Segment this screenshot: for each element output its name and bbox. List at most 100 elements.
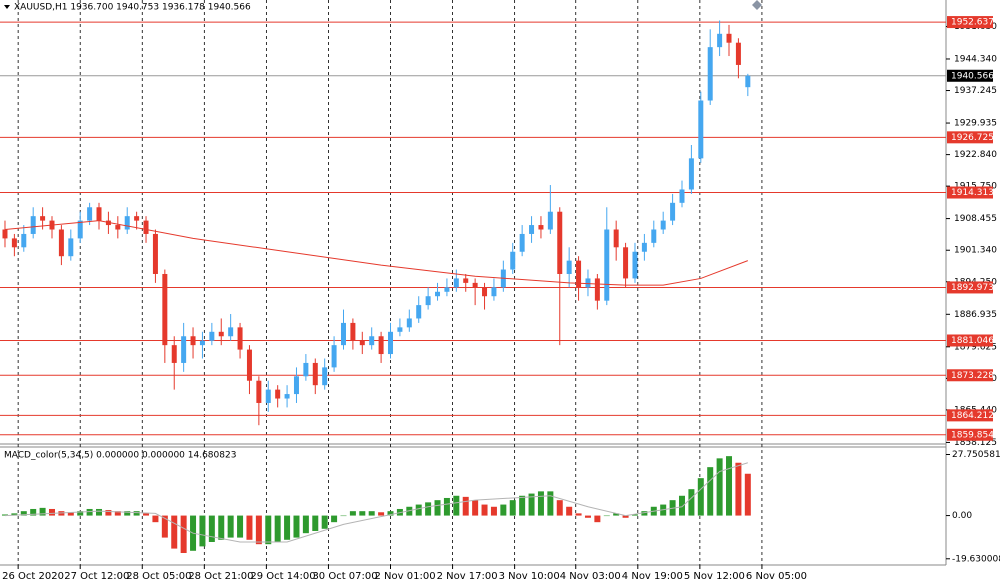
macd-bar xyxy=(697,478,704,516)
macd-bar xyxy=(443,497,450,516)
y-tick-label: 1908.455 xyxy=(954,214,997,224)
macd-bar xyxy=(208,515,215,542)
candle-body xyxy=(745,75,751,88)
level-label: 1873.228 xyxy=(951,371,994,381)
level-label: 1926.725 xyxy=(951,133,994,143)
candle-body xyxy=(237,327,243,350)
macd-bar xyxy=(594,515,601,523)
macd-bar xyxy=(622,515,629,518)
candle-body xyxy=(87,207,93,221)
candle-body xyxy=(322,367,328,386)
level-label-box xyxy=(947,16,993,29)
candle-body xyxy=(566,260,572,274)
x-tick-label: 6 Nov 05:00 xyxy=(746,571,807,582)
y-tick-label: 1879.625 xyxy=(954,342,997,352)
macd-bar xyxy=(180,515,187,553)
candle-body xyxy=(444,287,450,292)
macd-bar xyxy=(519,495,526,516)
y-tick-label: -19.630008 xyxy=(952,554,1000,564)
candle-body xyxy=(209,331,215,341)
level-label: 1881.046 xyxy=(951,336,994,346)
macd-bar xyxy=(584,515,591,518)
macd-bar xyxy=(453,495,460,516)
candle-body xyxy=(613,229,619,248)
macd-bar xyxy=(481,504,488,516)
last-price-label: 1940.566 xyxy=(951,71,994,81)
macd-bar xyxy=(735,462,742,516)
x-tick-label: 2 Nov 17:00 xyxy=(437,571,498,582)
y-tick-label: 0.00 xyxy=(952,511,972,521)
macd-bar xyxy=(227,515,234,538)
macd-bar xyxy=(237,515,244,538)
candle-body xyxy=(632,251,638,279)
candle-body xyxy=(698,100,704,159)
x-tick-label: 26 Oct 2020 xyxy=(2,571,64,582)
macd-bar xyxy=(509,500,516,516)
y-tick-label: 1858.125 xyxy=(954,438,997,448)
macd-bar xyxy=(255,515,262,545)
macd-bar xyxy=(331,515,338,523)
macd-bar xyxy=(161,515,168,538)
macd-bar xyxy=(359,511,366,516)
macd-bar xyxy=(96,508,103,516)
symbol-arrow xyxy=(4,5,10,9)
y-tick-label: 1901.340 xyxy=(954,246,997,256)
macd-bar xyxy=(349,511,356,516)
candle-body xyxy=(425,296,431,306)
candle-body xyxy=(388,331,394,355)
candle-body xyxy=(416,305,422,319)
candle-body xyxy=(472,282,478,288)
candle-body xyxy=(293,376,299,395)
macd-bar xyxy=(48,508,55,516)
candle-body xyxy=(58,229,64,257)
macd-bar xyxy=(1,514,8,516)
macd-title: MACD_color(5,34,5) 0.000000 0.000000 14.… xyxy=(4,451,236,461)
candle-body xyxy=(96,207,102,221)
macd-bar xyxy=(133,511,140,516)
x-tick-label: 4 Nov 19:00 xyxy=(622,571,683,582)
level-label-box xyxy=(947,281,993,294)
macd-bar xyxy=(30,508,37,516)
candle-body xyxy=(77,220,83,239)
macd-bar xyxy=(284,515,291,540)
y-tick-label: 1922.840 xyxy=(954,150,997,160)
level-label-box xyxy=(947,409,993,422)
macd-bar xyxy=(274,515,281,542)
x-tick-label: 28 Oct 21:00 xyxy=(188,571,253,582)
candle-body xyxy=(2,229,8,239)
candle-body xyxy=(453,278,459,288)
x-tick-label: 5 Nov 12:00 xyxy=(684,571,745,582)
candle-body xyxy=(717,33,723,48)
macd-bar xyxy=(537,491,544,516)
macd-bar xyxy=(641,511,648,516)
x-tick-label: 2 Nov 01:00 xyxy=(375,571,436,582)
candle-body xyxy=(641,242,647,252)
x-tick-label: 4 Nov 03:00 xyxy=(560,571,621,582)
main-title: XAUUSD,H1 1936.700 1940.753 1936.178 194… xyxy=(14,3,251,13)
macd-bar xyxy=(603,515,610,517)
candle-body xyxy=(162,273,168,346)
macd-bar xyxy=(114,511,121,516)
candle-body xyxy=(143,220,149,234)
y-tick-label: 1944.340 xyxy=(954,54,997,64)
macd-bar xyxy=(67,512,74,516)
candle-body xyxy=(246,349,252,381)
candle-body xyxy=(40,216,46,221)
candle-body xyxy=(68,238,74,257)
macd-bar xyxy=(434,500,441,516)
x-tick-label: 28 Oct 05:00 xyxy=(126,571,191,582)
macd-bar xyxy=(11,513,18,516)
macd-bar xyxy=(472,500,479,516)
macd-bar xyxy=(575,513,582,516)
last-price-box xyxy=(947,69,993,82)
candle-body xyxy=(218,331,224,337)
macd-bar xyxy=(246,515,253,540)
level-label: 1859.854 xyxy=(951,430,994,440)
candle-body xyxy=(265,389,271,403)
macd-bar xyxy=(312,515,319,531)
candle-body xyxy=(303,362,309,377)
macd-bar xyxy=(613,513,620,516)
macd-bar xyxy=(105,510,112,516)
y-tick-label: 1937.245 xyxy=(954,86,997,96)
